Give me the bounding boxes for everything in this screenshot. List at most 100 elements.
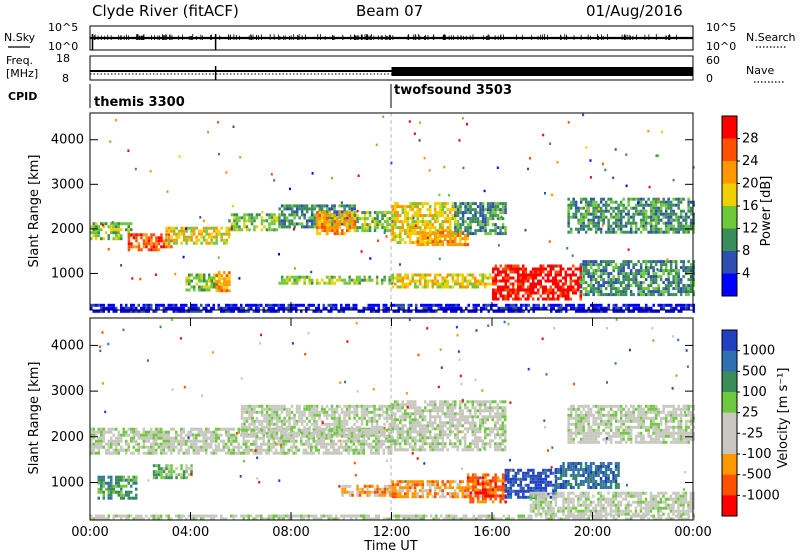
heatmap-cell [584, 260, 588, 264]
heatmap-cell [277, 439, 280, 443]
heatmap-cell [373, 419, 376, 423]
heatmap-cell [132, 433, 135, 437]
heatmap-cell [692, 212, 695, 216]
heatmap-cell [497, 279, 500, 283]
heatmap-cell [310, 270, 313, 274]
heatmap-cell [434, 226, 437, 230]
heatmap-cell [614, 290, 618, 294]
heatmap-cell [424, 430, 427, 434]
heatmap-cell [188, 282, 191, 286]
heatmap-cell [167, 229, 171, 233]
heatmap-cell [454, 232, 457, 236]
heatmap-cell [152, 448, 155, 452]
heatmap-cell [278, 281, 281, 285]
heatmap-cell [475, 309, 478, 313]
heatmap-cell [320, 445, 323, 449]
heatmap-cell [298, 207, 301, 211]
heatmap-cell [275, 219, 279, 223]
heatmap-cell [348, 416, 351, 420]
heatmap-cell [495, 309, 498, 313]
heatmap-cell [135, 427, 138, 431]
cpid-segment-twofsound: twofsound 3503 [394, 83, 512, 98]
heatmap-cell [366, 217, 369, 221]
heatmap-cell [404, 241, 407, 245]
heatmap-cell [404, 276, 407, 280]
heatmap-cell [614, 212, 618, 216]
heatmap-cell [290, 281, 294, 285]
heatmap-cell [667, 215, 670, 219]
heatmap-cell [492, 267, 495, 271]
heatmap-cell [602, 221, 605, 225]
heatmap-cell [388, 211, 392, 215]
heatmap-cell [391, 424, 394, 428]
heatmap-cell [227, 306, 230, 310]
heatmap-cell [110, 228, 113, 232]
heatmap-cell [434, 214, 437, 218]
heatmap-cell [627, 221, 630, 225]
heatmap-cell [649, 212, 653, 216]
heatmap-cell [391, 220, 394, 224]
heatmap-cell [672, 260, 675, 264]
heatmap-cell [644, 221, 648, 225]
heatmap-cell [584, 203, 588, 207]
heatmap-cell [639, 200, 643, 204]
heatmap-cell [222, 448, 225, 452]
heatmap-cell [637, 203, 640, 207]
heatmap-cell [517, 288, 520, 292]
heatmap-cell [182, 306, 185, 310]
heatmap-cell [100, 436, 103, 440]
heatmap-cell [220, 238, 223, 242]
heatmap-cell [654, 230, 658, 234]
heatmap-cell [571, 254, 574, 257]
heatmap-cell [421, 273, 424, 277]
heatmap-cell [594, 290, 598, 294]
heatmap-cell [315, 281, 319, 285]
heatmap-cell [90, 448, 93, 452]
heatmap-cell [323, 226, 327, 230]
heatmap-cell [622, 203, 625, 207]
heatmap-cell [604, 266, 608, 270]
heatmap-cell [597, 224, 600, 228]
heatmap-cell [383, 416, 386, 420]
heatmap-cell [652, 215, 655, 219]
heatmap-cell [487, 309, 490, 313]
heatmap-cell [414, 273, 417, 277]
heatmap-cell [243, 422, 246, 426]
heatmap-cell [302, 442, 305, 446]
heatmap-cell [252, 451, 255, 455]
heatmap-cell [245, 451, 248, 455]
heatmap-cell [414, 430, 417, 434]
heatmap-cell [609, 293, 613, 297]
heatmap-cell [190, 238, 193, 242]
heatmap-cell [165, 235, 168, 239]
heatmap-cell [559, 288, 562, 292]
heatmap-cell [353, 434, 356, 438]
heatmap-cell [345, 407, 349, 411]
heatmap-cell [358, 425, 361, 429]
heatmap-cell [293, 267, 296, 270]
heatmap-cell [401, 238, 404, 242]
heatmap-cell [262, 433, 265, 437]
heatmap-cell [348, 211, 352, 215]
heatmap-cell [429, 226, 432, 230]
heatmap-cell [429, 273, 432, 277]
heatmap-cell [692, 227, 695, 231]
heatmap-cell [674, 278, 678, 282]
heatmap-cell [202, 306, 205, 310]
heatmap-cell [365, 434, 369, 438]
heatmap-cell [285, 306, 288, 310]
heatmap-cell [303, 281, 306, 285]
heatmap-cell [602, 203, 605, 207]
heatmap-cell [332, 451, 335, 455]
heatmap-cell [277, 309, 280, 313]
heatmap-cell [557, 273, 560, 277]
heatmap-cell [287, 306, 290, 310]
heatmap-cell [644, 272, 648, 276]
heatmap-cell [388, 281, 391, 285]
heatmap-cell [272, 451, 275, 455]
heatmap-cell [262, 448, 265, 452]
heatmap-cell [167, 430, 170, 434]
heatmap-cell [348, 217, 352, 221]
heatmap-cell [559, 273, 562, 277]
heatmap-cell [617, 281, 620, 285]
